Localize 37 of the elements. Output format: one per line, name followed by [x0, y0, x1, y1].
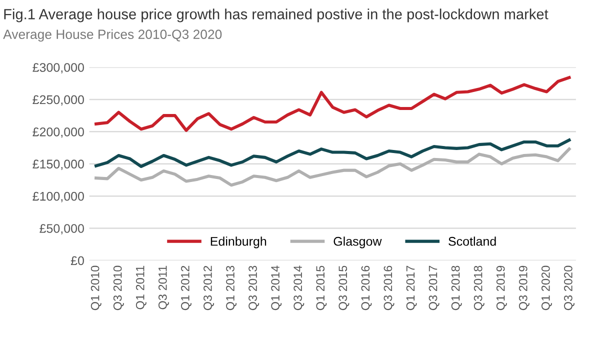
y-tick-label: £250,000 [32, 95, 84, 106]
x-tick-label: Q3 2016 [384, 266, 394, 310]
chart-title: Fig.1 Average house price growth has remained postive in the post-lockdown market [4, 8, 548, 22]
x-tick-label: Q3 2010 [113, 266, 124, 310]
x-tick-label: Q3 2018 [474, 266, 484, 310]
x-tick-label: Q1 2014 [271, 266, 282, 310]
x-tick-label: Q1 2017 [406, 266, 417, 310]
legend-label: Scotland [448, 236, 496, 246]
x-tick-label: Q3 2015 [338, 266, 350, 310]
x-tick-label: Q3 2017 [428, 266, 440, 310]
x-tick-label: Q1 2012 [181, 266, 192, 310]
legend-label: Edinburgh [210, 236, 266, 248]
x-tick-label: Q1 2015 [316, 266, 327, 310]
line-series [94, 76, 571, 132]
x-tick-label: Q3 2011 [158, 266, 169, 310]
x-tick-label: Q1 2013 [226, 266, 237, 310]
x-tick-label: Q1 2010 [90, 266, 102, 310]
line-series [94, 138, 571, 168]
x-tick-label: Q1 2011 [136, 266, 146, 310]
y-tick-label: £150,000 [32, 160, 84, 170]
x-tick-label: Q3 2013 [248, 266, 260, 310]
x-tick-label: Q1 2020 [541, 266, 552, 310]
y-tick-label: £0 [70, 256, 84, 266]
legend-label: Glasgow [334, 236, 382, 248]
line-series [94, 148, 571, 187]
x-tick-label: Q3 2014 [294, 266, 304, 310]
y-tick-label: £50,000 [40, 224, 84, 234]
y-tick-label: £300,000 [32, 63, 84, 74]
y-tick-label: £200,000 [32, 127, 84, 138]
chart-subtitle: Average House Prices 2010-Q3 2020 [3, 29, 222, 42]
y-tick-label: £100,000 [32, 192, 84, 202]
x-tick-label: Q1 2019 [496, 266, 507, 310]
x-tick-label: Q1 2018 [451, 266, 462, 310]
x-tick-label: Q3 2012 [204, 266, 214, 310]
x-tick-label: Q3 2019 [518, 266, 530, 310]
x-tick-label: Q1 2016 [361, 266, 372, 310]
x-tick-label: Q3 2020 [564, 266, 574, 310]
